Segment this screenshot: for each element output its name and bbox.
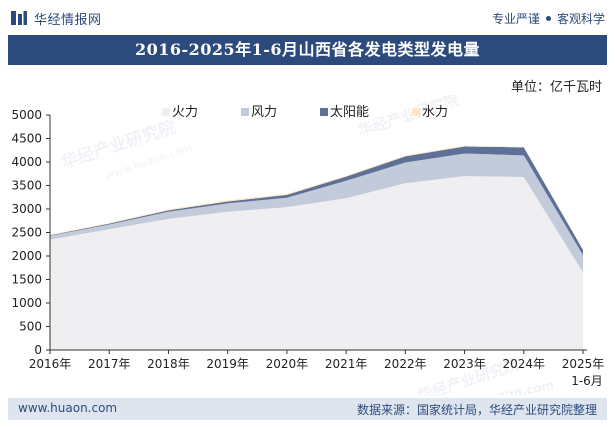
y-tick-label: 4000 <box>11 155 42 169</box>
x-tick-label: 2021年 <box>325 357 368 371</box>
x-tick-label: 2024年 <box>503 357 546 371</box>
footer-website[interactable]: www.huaon.com <box>18 401 118 415</box>
y-tick-label: 1500 <box>11 273 42 287</box>
legend-swatch <box>412 108 420 116</box>
x-tick-label: 2020年 <box>266 357 309 371</box>
y-tick-label: 2500 <box>11 226 42 240</box>
y-tick-label: 3500 <box>11 179 42 193</box>
title-bar: 2016-2025年1-6月山西省各发电类型发电量 <box>8 35 607 65</box>
y-tick-label: 0 <box>34 343 42 357</box>
y-tick-label: 2000 <box>11 249 42 263</box>
legend-label: 水力 <box>422 105 448 120</box>
dot-separator-icon <box>545 16 551 21</box>
area-thermal <box>50 176 583 350</box>
brand-name: 华经情报网 <box>34 12 102 28</box>
legend-swatch <box>162 108 170 116</box>
tagline-left: 专业严谨 <box>491 12 540 26</box>
brand[interactable]: 华经情报网 <box>10 8 102 28</box>
top-bar: 华经情报网 专业严谨 客观科学 <box>0 0 615 34</box>
legend-label: 太阳能 <box>330 105 369 120</box>
x-tick-label: 2019年 <box>206 357 249 371</box>
footer-source: 数据来源：国家统计局，华经产业研究院整理 <box>356 403 597 417</box>
brand-logo-icon <box>11 11 27 25</box>
x-tick-label: 2018年 <box>147 357 190 371</box>
tagline: 专业严谨 客观科学 <box>492 10 605 27</box>
x-tick-label: 2017年 <box>88 357 131 371</box>
x-tick-label: 2022年 <box>384 357 427 371</box>
legend-swatch <box>320 108 328 116</box>
legend-swatch <box>241 108 249 116</box>
y-tick-label: 4500 <box>11 132 42 146</box>
unit-label: 单位：亿千瓦时 <box>510 80 602 95</box>
y-tick-label: 5000 <box>11 108 42 122</box>
x-tick-label: 2016年 <box>29 357 72 371</box>
chart-title: 2016-2025年1-6月山西省各发电类型发电量 <box>134 40 481 59</box>
x-tick-label: 2025年 1-6月 <box>562 357 605 388</box>
x-tick-label: 2023年 <box>443 357 486 371</box>
area-wind <box>50 153 583 273</box>
y-tick-label: 3000 <box>11 202 42 216</box>
legend-label: 火力 <box>172 105 198 120</box>
y-tick-label: 500 <box>19 320 42 334</box>
stacked-area-chart: 华经产业研究院华经产业研究院华经产业研究院www.huaon.comwww.hu… <box>11 95 605 395</box>
y-tick-label: 1000 <box>11 296 42 310</box>
legend-label: 风力 <box>251 105 277 120</box>
footer-bar: www.huaon.com 数据来源：国家统计局，华经产业研究院整理 <box>8 398 607 420</box>
tagline-right: 客观科学 <box>556 12 605 26</box>
